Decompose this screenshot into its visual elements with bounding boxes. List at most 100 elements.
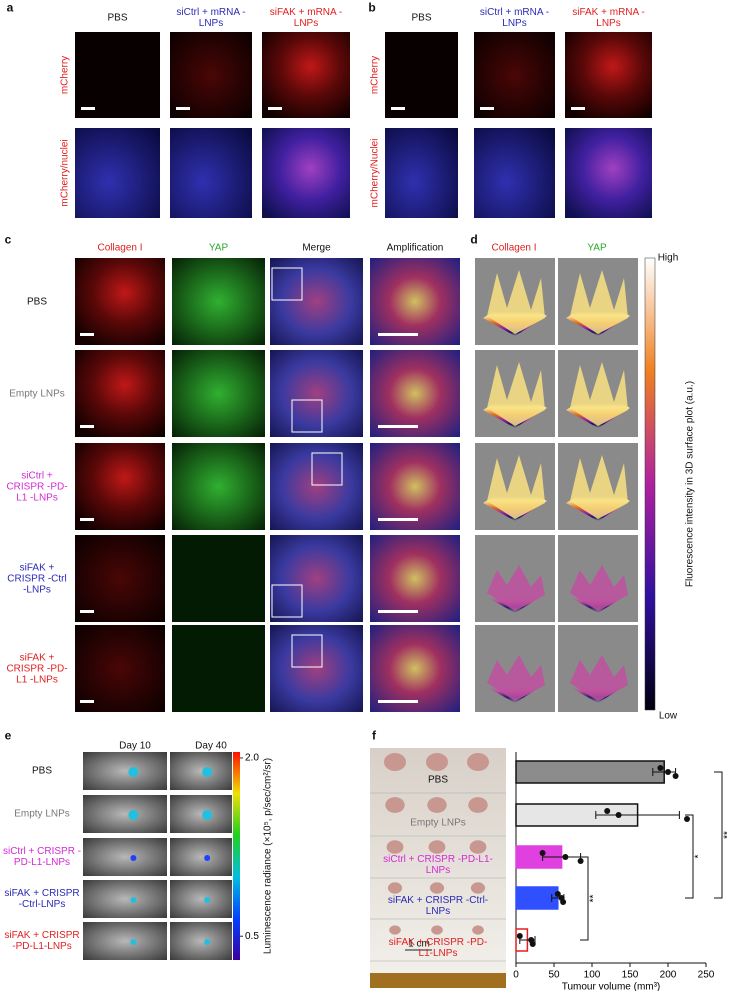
row-label: siCtrl + CRISPR -PD-L1-LNPs bbox=[2, 846, 82, 868]
image bbox=[370, 350, 460, 437]
tumour bbox=[387, 882, 403, 894]
data-point bbox=[665, 769, 671, 775]
image bbox=[262, 32, 350, 118]
ruler bbox=[370, 973, 506, 988]
tumour bbox=[429, 882, 445, 894]
image bbox=[170, 838, 232, 876]
image bbox=[172, 535, 265, 622]
image bbox=[75, 32, 160, 118]
tumour bbox=[470, 882, 486, 894]
significance-label: ** bbox=[589, 895, 600, 903]
surface-peaks bbox=[570, 362, 628, 426]
row-label: Empty LNPs bbox=[9, 388, 65, 399]
surface-peaks bbox=[570, 565, 628, 611]
image bbox=[170, 752, 232, 790]
colorbar-label: Luminescence radiance (×10⁵, p/sec/cm²/s… bbox=[262, 757, 274, 955]
x-axis-label: Tumour volume (mm³) bbox=[562, 982, 661, 991]
column-header: Collagen I bbox=[97, 242, 143, 254]
row-label: mCherry bbox=[369, 55, 381, 95]
row-label: siFAK + CRISPR -Ctrl -LNPs bbox=[7, 562, 67, 595]
tumour bbox=[385, 797, 405, 813]
x-tick-label: 100 bbox=[584, 970, 601, 981]
luminescence-colorbar bbox=[233, 752, 240, 960]
image bbox=[474, 128, 555, 218]
category-label: siFAK + CRISPR -Ctrl-LNPs bbox=[387, 895, 489, 917]
image bbox=[172, 625, 265, 712]
signal bbox=[130, 939, 137, 945]
image bbox=[565, 32, 652, 118]
image bbox=[172, 258, 265, 345]
surface-peaks bbox=[487, 455, 545, 519]
tumour bbox=[428, 840, 446, 854]
data-point bbox=[577, 858, 584, 864]
signal bbox=[202, 810, 213, 820]
scale-bar bbox=[80, 700, 94, 703]
image bbox=[75, 625, 165, 712]
tumour bbox=[426, 753, 448, 771]
category-label: siCtrl + CRISPR -PD-L1-LNPs bbox=[383, 854, 493, 876]
scale-bar bbox=[378, 518, 418, 521]
image bbox=[270, 535, 363, 622]
category-label: PBS bbox=[427, 774, 448, 786]
image bbox=[75, 258, 165, 345]
tumour bbox=[467, 753, 489, 771]
row-label: mCherry/Nuclei bbox=[369, 138, 381, 208]
surface-peaks bbox=[570, 655, 628, 701]
data-point bbox=[684, 816, 690, 822]
significance-bracket bbox=[714, 771, 723, 899]
row-label: PBS bbox=[31, 765, 52, 777]
image bbox=[170, 795, 232, 833]
row-label: mCherry bbox=[59, 55, 71, 95]
image bbox=[172, 350, 265, 437]
column-header: Collagen I bbox=[491, 242, 537, 254]
image bbox=[170, 128, 252, 218]
image bbox=[385, 32, 458, 118]
image bbox=[370, 258, 460, 345]
column-header: siFAK + mRNA -LNPs bbox=[572, 7, 645, 29]
significance-bracket bbox=[580, 856, 589, 941]
image bbox=[83, 922, 167, 960]
signal bbox=[204, 939, 211, 945]
scale-label: Fluorescence intensity in 3D surface plo… bbox=[684, 380, 696, 588]
signal bbox=[204, 897, 211, 903]
tumour bbox=[384, 753, 406, 771]
column-header: siCtrl + mRNA -LNPs bbox=[176, 7, 246, 29]
scale-bar bbox=[391, 107, 405, 110]
surface-peaks bbox=[487, 270, 545, 334]
surface-peaks bbox=[487, 655, 545, 701]
image bbox=[385, 128, 458, 218]
column-header: Amplification bbox=[386, 242, 444, 254]
tumour bbox=[431, 925, 443, 935]
signal bbox=[128, 767, 139, 777]
scale-bar bbox=[80, 610, 94, 613]
tumour bbox=[389, 925, 401, 935]
column-header: YAP bbox=[587, 242, 607, 254]
x-tick-label: 50 bbox=[548, 970, 560, 981]
surface-peaks bbox=[487, 362, 545, 426]
significance-label: ** bbox=[723, 831, 734, 839]
panel-letter: d bbox=[470, 232, 478, 247]
signal bbox=[202, 767, 213, 777]
data-point bbox=[562, 854, 569, 860]
colorbar-tick-label: 2.0 bbox=[245, 753, 259, 764]
scale-bar bbox=[378, 425, 418, 428]
zoom-box bbox=[291, 399, 323, 433]
data-point bbox=[604, 808, 611, 814]
data-point bbox=[672, 773, 679, 779]
x-tick-label: 250 bbox=[698, 970, 715, 981]
significance-bracket bbox=[685, 814, 694, 899]
tumour bbox=[386, 840, 404, 854]
data-point bbox=[615, 812, 622, 818]
scale-bar bbox=[80, 425, 94, 428]
data-point bbox=[529, 941, 536, 947]
colorbar-tick-label: 0.5 bbox=[245, 931, 259, 942]
image bbox=[270, 443, 363, 530]
image bbox=[83, 752, 167, 790]
zoom-box bbox=[291, 634, 323, 668]
image bbox=[370, 535, 460, 622]
bar bbox=[515, 760, 665, 784]
scale-bar-label: 1 cm bbox=[408, 938, 430, 950]
column-header: Merge bbox=[302, 242, 331, 254]
image bbox=[172, 443, 265, 530]
